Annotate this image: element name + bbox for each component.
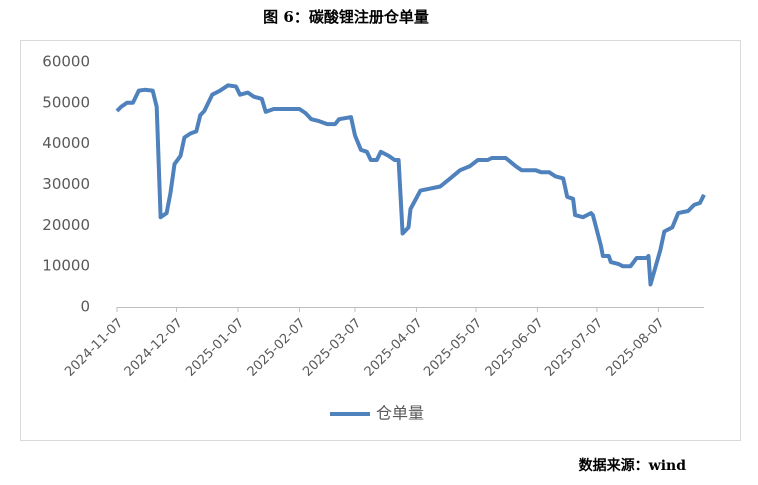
data-line [115, 83, 706, 287]
y-tick-label: 50000 [42, 93, 90, 111]
y-tick-label: 0 [80, 298, 90, 316]
y-tick-label: 10000 [42, 257, 90, 275]
y-tick-label: 20000 [42, 216, 90, 234]
chart-title: 图 6：碳酸锂注册仓单量 [263, 8, 429, 26]
source-note: 数据来源：wind [579, 457, 687, 474]
legend-label: 仓单量 [376, 404, 424, 423]
y-tick-label: 60000 [42, 53, 90, 71]
y-tick-label: 30000 [42, 175, 90, 193]
chart-frame [20, 40, 741, 441]
y-tick-label: 40000 [42, 134, 90, 152]
